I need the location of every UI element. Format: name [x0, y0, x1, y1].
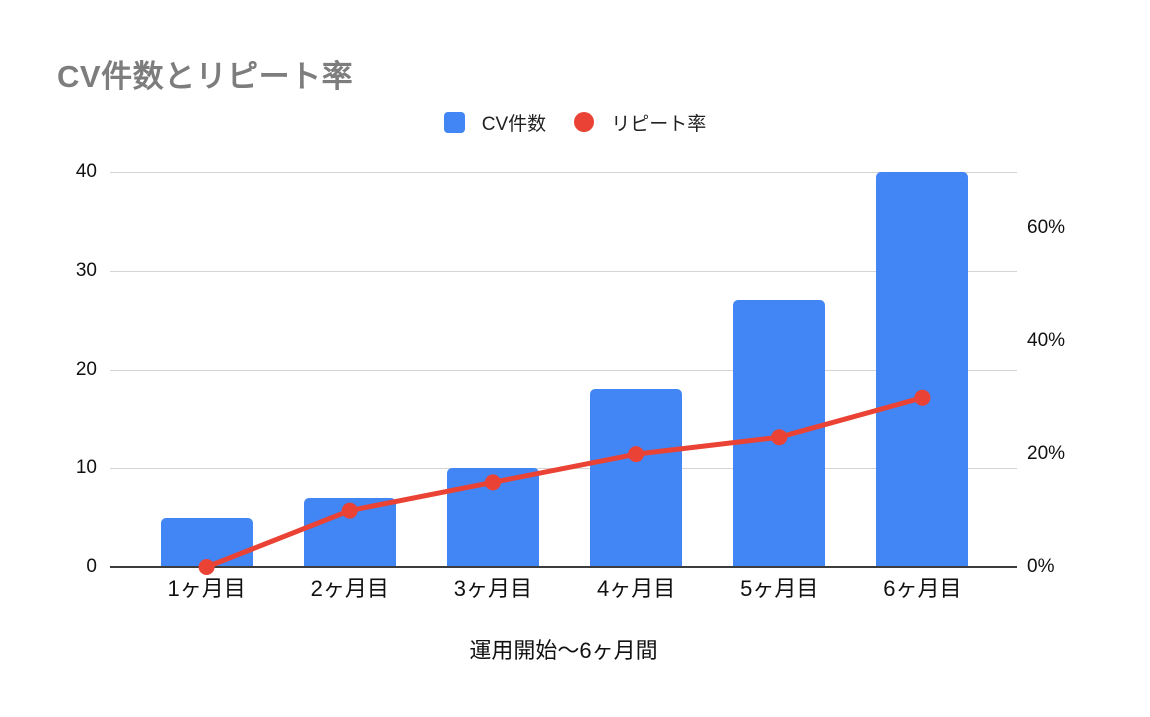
y-right-tick-40: 40%	[1027, 330, 1066, 352]
y-left-tick-0: 0	[86, 556, 97, 577]
bar-1ヶ月目	[160, 517, 253, 567]
x-tick-4ヶ月目: 4ヶ月目	[596, 576, 676, 601]
x-axis-line	[110, 566, 1017, 568]
line-path	[204, 395, 925, 570]
line-point-1ヶ月目	[198, 559, 215, 575]
chart-title: CV件数とリピート率	[57, 59, 354, 94]
line-point-2ヶ月目	[341, 502, 358, 519]
legend-label: リピート率	[611, 113, 707, 135]
x-tick-3ヶ月目: 3ヶ月目	[453, 576, 533, 601]
x-tick-6ヶ月目: 6ヶ月目	[883, 576, 962, 601]
gridline	[110, 172, 1017, 173]
line-series	[198, 389, 931, 575]
legend-circle-icon	[574, 112, 595, 132]
bar-6ヶ月目	[876, 172, 969, 567]
line-point-5ヶ月目	[771, 429, 788, 446]
legend-item-CV件数: CV件数	[443, 109, 547, 136]
line-point-4ヶ月目	[628, 446, 645, 463]
y-right-tick-60: 60%	[1027, 217, 1066, 239]
legend-square-icon	[443, 111, 465, 133]
y-left-tick-20: 20	[75, 358, 97, 380]
x-tick-2ヶ月目: 2ヶ月目	[310, 576, 389, 601]
y-right-tick-20: 20%	[1027, 443, 1066, 465]
chart-legend: CV件数 リピート率	[0, 105, 1150, 139]
legend-item-リピート率: リピート率	[574, 109, 706, 136]
line-point-3ヶ月目	[484, 474, 501, 491]
y-left-tick-30: 30	[75, 259, 97, 281]
plot-area	[110, 172, 1017, 575]
x-tick-5ヶ月目: 5ヶ月目	[740, 576, 819, 601]
legend-label: CV件数	[481, 113, 547, 135]
y-left-tick-40: 40	[75, 161, 97, 182]
gridline	[110, 270, 1017, 272]
line-point-6ヶ月目	[914, 389, 931, 406]
bar-4ヶ月目	[590, 389, 683, 567]
x-tick-1ヶ月目: 1ヶ月目	[167, 576, 246, 601]
y-right-tick-0: 0%	[1027, 556, 1055, 577]
gridline	[110, 369, 1017, 371]
y-left-tick-10: 10	[75, 457, 97, 479]
x-axis-title: 運用開始〜6ヶ月間	[469, 638, 658, 663]
